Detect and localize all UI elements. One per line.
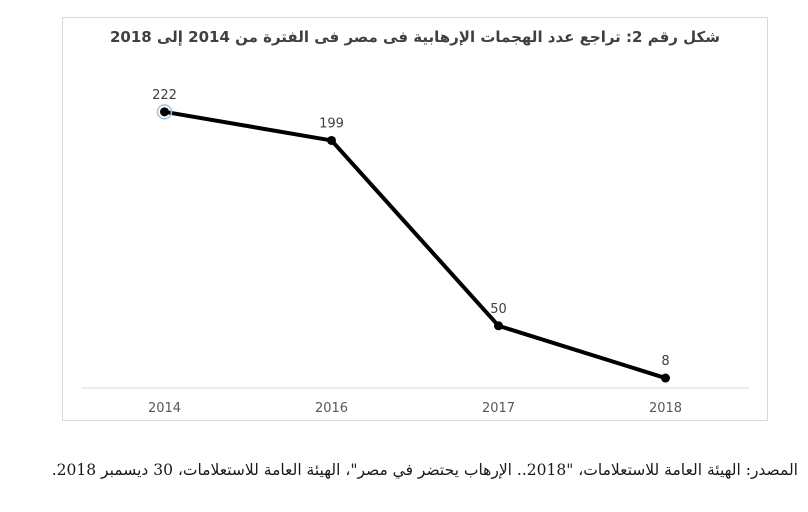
x-axis-label: 2016 xyxy=(315,401,348,416)
x-axis-label: 2017 xyxy=(482,401,515,416)
data-point xyxy=(327,135,336,145)
data-point xyxy=(494,321,503,331)
chart-title: شكل رقم 2: تراجع عدد الهجمات الإرهابية ف… xyxy=(109,28,720,46)
source-note: المصدر: الهيئة العامة للاستعلامات، "2018… xyxy=(51,461,798,479)
chart-plot-area: 222 2014 199 2016 50 2017 8 2018 xyxy=(81,88,749,416)
x-axis-label: 2014 xyxy=(148,401,181,416)
data-label: 222 xyxy=(152,88,177,103)
line-chart: شكل رقم 2: تراجع عدد الهجمات الإرهابية ف… xyxy=(62,17,768,421)
first-point-highlight-ring xyxy=(156,104,173,120)
data-point xyxy=(661,373,670,383)
x-axis-label: 2018 xyxy=(649,401,682,416)
data-label: 50 xyxy=(490,302,507,317)
data-point xyxy=(160,107,169,117)
data-label: 199 xyxy=(319,116,344,131)
series-line xyxy=(162,109,668,381)
data-label: 8 xyxy=(661,354,669,369)
